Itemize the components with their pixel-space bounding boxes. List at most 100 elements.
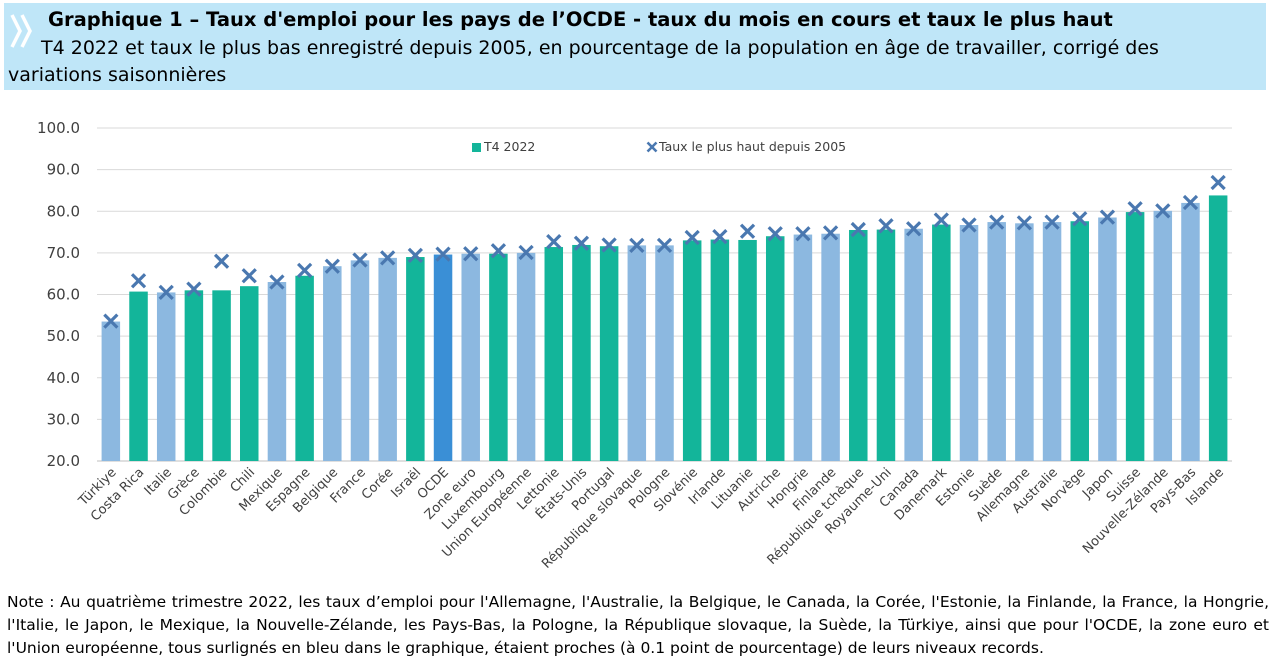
marker — [961, 217, 977, 233]
bar — [212, 290, 231, 461]
marker — [1127, 201, 1143, 217]
bar — [932, 224, 951, 461]
marker — [822, 225, 839, 241]
marker — [213, 253, 230, 269]
marker-stroke — [712, 229, 728, 245]
marker-stroke — [989, 214, 1005, 230]
bar — [599, 246, 619, 461]
bar — [406, 257, 425, 461]
marker — [989, 214, 1005, 230]
y-tick-label: 90.0 — [47, 161, 80, 179]
marker — [601, 237, 617, 253]
marker-stroke — [739, 223, 756, 239]
marker-stroke — [850, 221, 866, 238]
bar — [544, 247, 564, 461]
marker — [712, 229, 728, 245]
y-tick-label: 60.0 — [47, 286, 80, 304]
marker — [490, 243, 507, 259]
marker-stroke — [490, 243, 507, 259]
marker-stroke — [1182, 194, 1199, 211]
marker — [878, 218, 894, 234]
legend-marker-swatch — [646, 141, 658, 153]
marker — [1182, 194, 1199, 211]
y-tick-label: 100.0 — [37, 119, 80, 137]
y-axis: 20.0 30.0 40.0 50.0 60.0 70.0 80.0 90.0 100.0 — [37, 119, 80, 470]
bar — [1070, 221, 1089, 461]
bar — [295, 275, 314, 461]
bar — [849, 229, 868, 461]
bar — [765, 236, 785, 461]
marker — [656, 237, 673, 254]
legend: T4 2022 Taux le plus haut depuis 2005 — [472, 139, 846, 154]
marker-stroke — [1016, 215, 1033, 231]
bar — [323, 266, 342, 461]
bar — [959, 224, 979, 461]
legend-marker-label: Taux le plus haut depuis 2005 — [658, 139, 846, 154]
y-tick-label: 80.0 — [47, 202, 80, 220]
bar — [267, 282, 287, 461]
marker-stroke — [158, 284, 174, 301]
marker-stroke — [906, 221, 922, 237]
marker-stroke — [1127, 201, 1143, 217]
marker-stroke — [933, 212, 949, 228]
bar — [987, 222, 1006, 461]
bar — [682, 240, 702, 461]
marker-stroke — [1155, 203, 1171, 219]
marker — [186, 281, 202, 297]
marker — [130, 273, 147, 289]
chart-note: Note : Au quatrième trimestre 2022, les … — [7, 593, 1269, 657]
marker-stroke — [546, 234, 562, 250]
chart-title: Graphique 1 – Taux d'emploi pour les pay… — [48, 8, 1113, 31]
marker-stroke — [518, 244, 534, 261]
bar — [101, 321, 121, 461]
marker — [324, 258, 340, 274]
marker — [629, 237, 645, 254]
marker-stroke — [573, 235, 590, 251]
marker-stroke — [130, 273, 147, 289]
marker — [906, 221, 922, 237]
bar — [876, 229, 896, 461]
marker-stroke — [407, 247, 423, 264]
marker-stroke — [646, 141, 658, 153]
marker-stroke — [463, 246, 479, 262]
y-tick-label: 70.0 — [47, 244, 80, 262]
marker — [1155, 203, 1171, 219]
marker — [407, 247, 423, 264]
bar — [461, 253, 480, 461]
marker — [1099, 209, 1116, 225]
bar — [516, 252, 536, 461]
marker — [296, 262, 313, 278]
bar — [240, 286, 259, 461]
legend-bar-swatch — [472, 143, 481, 152]
y-tick-label: 40.0 — [47, 369, 80, 387]
marker-stroke — [601, 237, 617, 253]
marker — [435, 246, 451, 262]
marker — [795, 226, 811, 242]
marker — [850, 221, 866, 238]
x-tick-label: Corée — [359, 465, 397, 503]
marker-stroke — [213, 253, 230, 269]
marker — [546, 234, 562, 250]
employment-rate-chart: 20.0 30.0 40.0 50.0 60.0 70.0 80.0 90.0 100.0 Tü… — [37, 119, 1232, 572]
marker — [241, 268, 257, 284]
marker-stroke — [241, 268, 257, 284]
bar — [821, 233, 840, 461]
marker — [684, 229, 700, 246]
bar — [129, 291, 148, 461]
marker-stroke — [324, 258, 340, 274]
marker-stroke — [795, 226, 811, 242]
bar — [572, 244, 591, 461]
marker — [739, 223, 756, 239]
marker-stroke — [103, 313, 119, 329]
bar — [1208, 195, 1228, 461]
marker — [1210, 174, 1226, 191]
marker — [1044, 214, 1060, 230]
bar — [1098, 217, 1117, 461]
marker — [573, 235, 590, 251]
marker-stroke — [629, 237, 645, 254]
marker-stroke — [1210, 174, 1226, 191]
bar — [433, 254, 453, 461]
marker — [463, 246, 479, 262]
marker-stroke — [435, 246, 451, 262]
marker — [767, 226, 783, 242]
